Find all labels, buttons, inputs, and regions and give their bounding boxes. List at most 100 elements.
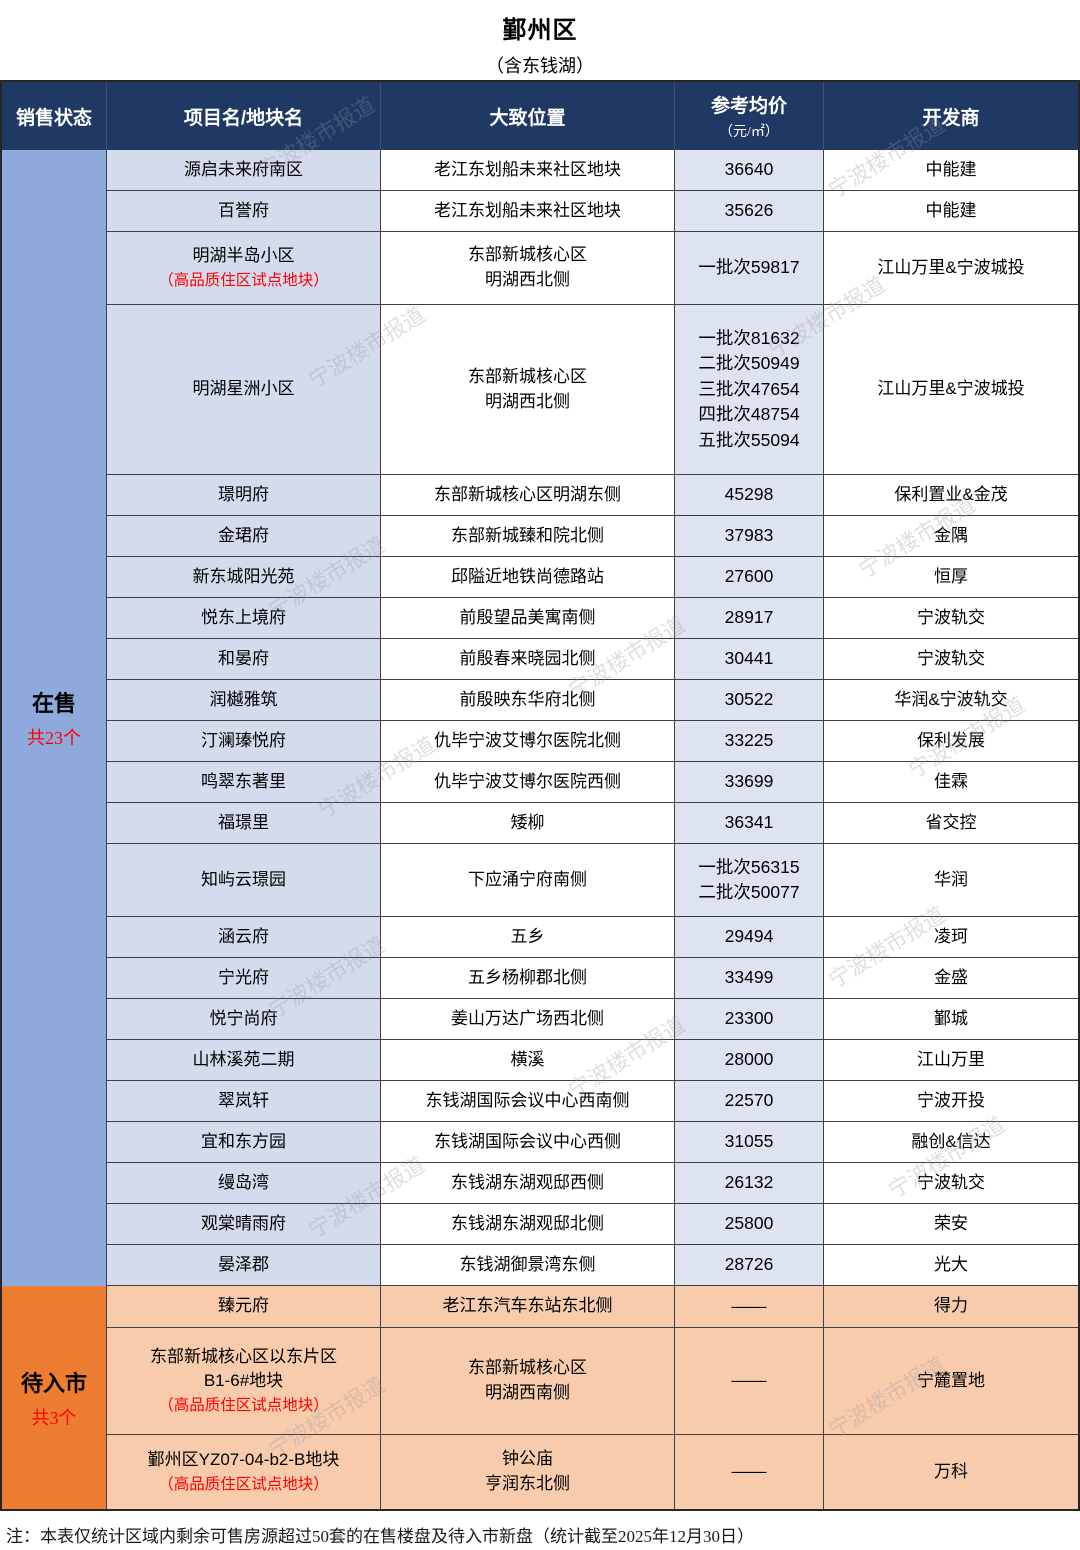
project-name: 和晏府 — [218, 648, 269, 668]
location-cell: 下应涌宁府南侧 — [381, 844, 675, 916]
project-name-cell: 知屿云璟园 — [107, 844, 381, 916]
table-row: 山林溪苑二期 横溪 28000 江山万里 — [107, 1040, 1078, 1081]
project-name-cell: 山林溪苑二期 — [107, 1040, 381, 1080]
project-name-cell: 晏泽郡 — [107, 1245, 381, 1285]
project-name: 悦宁尚府 — [209, 1008, 278, 1028]
developer-cell: 融创&信达 — [824, 1122, 1078, 1162]
developer-cell: 江山万里 — [824, 1040, 1078, 1080]
price-cell: 37983 — [675, 516, 824, 556]
project-note: （高品质住区试点地块） — [158, 271, 329, 289]
project-name-cell: 翠岚轩 — [107, 1081, 381, 1121]
table-row: 悦东上境府 前殷望品美寓南侧 28917 宁波轨交 — [107, 598, 1078, 639]
location-cell: 前殷映东华府北侧 — [381, 680, 675, 720]
rows-upcoming: 臻元府 老江东汽车东站东北侧 —— 得力 东部新城核心区以东片区 B1-6#地块… — [107, 1286, 1078, 1509]
location-cell: 老江东汽车东站东北侧 — [381, 1286, 675, 1327]
developer-cell: 得力 — [824, 1286, 1078, 1327]
project-name-cell: 悦东上境府 — [107, 598, 381, 638]
location-cell: 东钱湖东湖观邸西侧 — [381, 1163, 675, 1203]
location-cell: 矮柳 — [381, 803, 675, 843]
table-row: 润樾雅筑 前殷映东华府北侧 30522 华润&宁波轨交 — [107, 680, 1078, 721]
developer-cell: 恒厚 — [824, 557, 1078, 597]
header-price-label: 参考均价 — [710, 96, 787, 117]
table-row: 鄞州区YZ07-04-b2-B地块 （高品质住区试点地块） 钟公庙 亨润东北侧 … — [107, 1435, 1078, 1509]
table-row: 悦宁尚府 姜山万达广场西北侧 23300 鄞城 — [107, 999, 1078, 1040]
table-row: 臻元府 老江东汽车东站东北侧 —— 得力 — [107, 1286, 1078, 1328]
group-on-sale: 在售 共23个 源启未来府南区 老江东划船未来社区地块 36640 中能建 百誉… — [2, 150, 1078, 1286]
project-name-cell: 缦岛湾 — [107, 1163, 381, 1203]
project-name: 涵云府 — [218, 926, 269, 946]
project-name-cell: 明湖星洲小区 — [107, 305, 381, 474]
title-block: 鄞州区 （含东钱湖） — [0, 0, 1080, 80]
price-cell: 31055 — [675, 1122, 824, 1162]
location-cell: 东钱湖国际会议中心西侧 — [381, 1122, 675, 1162]
header-status: 销售状态 — [2, 82, 107, 150]
developer-cell: 中能建 — [824, 191, 1078, 231]
project-name-cell: 百誉府 — [107, 191, 381, 231]
developer-cell: 江山万里&宁波城投 — [824, 305, 1078, 474]
header-project-name: 项目名/地块名 — [107, 82, 381, 150]
table-row: 翠岚轩 东钱湖国际会议中心西南侧 22570 宁波开投 — [107, 1081, 1078, 1122]
project-name-cell: 宁光府 — [107, 958, 381, 998]
location-cell: 东钱湖东湖观邸北侧 — [381, 1204, 675, 1244]
project-name: 新东城阳光苑 — [192, 566, 295, 586]
location-cell: 老江东划船未来社区地块 — [381, 191, 675, 231]
price-cell: 28000 — [675, 1040, 824, 1080]
project-name: 臻元府 — [218, 1296, 269, 1316]
location-cell: 前殷望品美寓南侧 — [381, 598, 675, 638]
table-row: 宜和东方园 东钱湖国际会议中心西侧 31055 融创&信达 — [107, 1122, 1078, 1163]
project-name-cell: 金珺府 — [107, 516, 381, 556]
project-name: 润樾雅筑 — [209, 689, 278, 709]
price-cell: —— — [675, 1286, 824, 1327]
price-cell: 29494 — [675, 917, 824, 957]
table-row: 鸣翠东著里 仇毕宁波艾博尔医院西侧 33699 佳霖 — [107, 762, 1078, 803]
developer-cell: 宁波开投 — [824, 1081, 1078, 1121]
location-cell: 前殷春来晓园北侧 — [381, 639, 675, 679]
price-cell: 一批次81632 二批次50949 三批次47654 四批次48754 五批次5… — [675, 305, 824, 474]
developer-cell: 鄞城 — [824, 999, 1078, 1039]
header-price-unit: （元/㎡） — [719, 125, 779, 140]
location-cell: 东部新城核心区 明湖西北侧 — [381, 305, 675, 474]
group-upcoming: 待入市 共3个 臻元府 老江东汽车东站东北侧 —— 得力 东部新城核心区以东片区… — [2, 1286, 1078, 1509]
developer-cell: 宁麓置地 — [824, 1328, 1078, 1434]
developer-cell: 保利置业&金茂 — [824, 475, 1078, 515]
project-name: 百誉府 — [218, 200, 269, 220]
price-cell: 27600 — [675, 557, 824, 597]
project-name-cell: 臻元府 — [107, 1286, 381, 1327]
project-note: （高品质住区试点地块） — [158, 1475, 329, 1493]
location-cell: 仇毕宁波艾博尔医院西侧 — [381, 762, 675, 802]
table-row: 璟明府 东部新城核心区明湖东侧 45298 保利置业&金茂 — [107, 475, 1078, 516]
price-cell: 28917 — [675, 598, 824, 638]
project-name: 观棠晴雨府 — [201, 1213, 286, 1233]
location-cell: 东钱湖御景湾东侧 — [381, 1245, 675, 1285]
listings-table: 销售状态 项目名/地块名 大致位置 参考均价 （元/㎡） 开发商 在售 共23个… — [0, 80, 1080, 1511]
project-name-cell: 福璟里 — [107, 803, 381, 843]
table-row: 百誉府 老江东划船未来社区地块 35626 中能建 — [107, 191, 1078, 232]
table-row: 明湖半岛小区 （高品质住区试点地块） 东部新城核心区 明湖西北侧 一批次5981… — [107, 232, 1078, 305]
developer-cell: 佳霖 — [824, 762, 1078, 802]
price-cell: 22570 — [675, 1081, 824, 1121]
table-row: 金珺府 东部新城臻和院北侧 37983 金隅 — [107, 516, 1078, 557]
location-cell: 姜山万达广场西北侧 — [381, 999, 675, 1039]
project-name-cell: 鄞州区YZ07-04-b2-B地块 （高品质住区试点地块） — [107, 1435, 381, 1509]
table-row: 涵云府 五乡 29494 凌珂 — [107, 917, 1078, 958]
project-name-cell: 璟明府 — [107, 475, 381, 515]
status-label: 待入市 — [20, 1370, 87, 1396]
developer-cell: 宁波轨交 — [824, 1163, 1078, 1203]
developer-cell: 宁波轨交 — [824, 639, 1078, 679]
status-cell-on-sale: 在售 共23个 — [2, 150, 107, 1286]
rows-on-sale: 源启未来府南区 老江东划船未来社区地块 36640 中能建 百誉府 老江东划船未… — [107, 150, 1078, 1286]
location-cell: 邱隘近地铁尚德路站 — [381, 557, 675, 597]
price-cell: 35626 — [675, 191, 824, 231]
project-name: 知屿云璟园 — [201, 869, 286, 889]
location-cell: 老江东划船未来社区地块 — [381, 150, 675, 190]
project-name-cell: 润樾雅筑 — [107, 680, 381, 720]
project-name-cell: 新东城阳光苑 — [107, 557, 381, 597]
project-name-cell: 宜和东方园 — [107, 1122, 381, 1162]
table-row: 宁光府 五乡杨柳郡北侧 33499 金盛 — [107, 958, 1078, 999]
project-name-cell: 源启未来府南区 — [107, 150, 381, 190]
location-cell: 东部新城臻和院北侧 — [381, 516, 675, 556]
price-cell: 30441 — [675, 639, 824, 679]
developer-cell: 光大 — [824, 1245, 1078, 1285]
price-cell: 23300 — [675, 999, 824, 1039]
table-row: 东部新城核心区以东片区 B1-6#地块 （高品质住区试点地块） 东部新城核心区 … — [107, 1328, 1078, 1435]
